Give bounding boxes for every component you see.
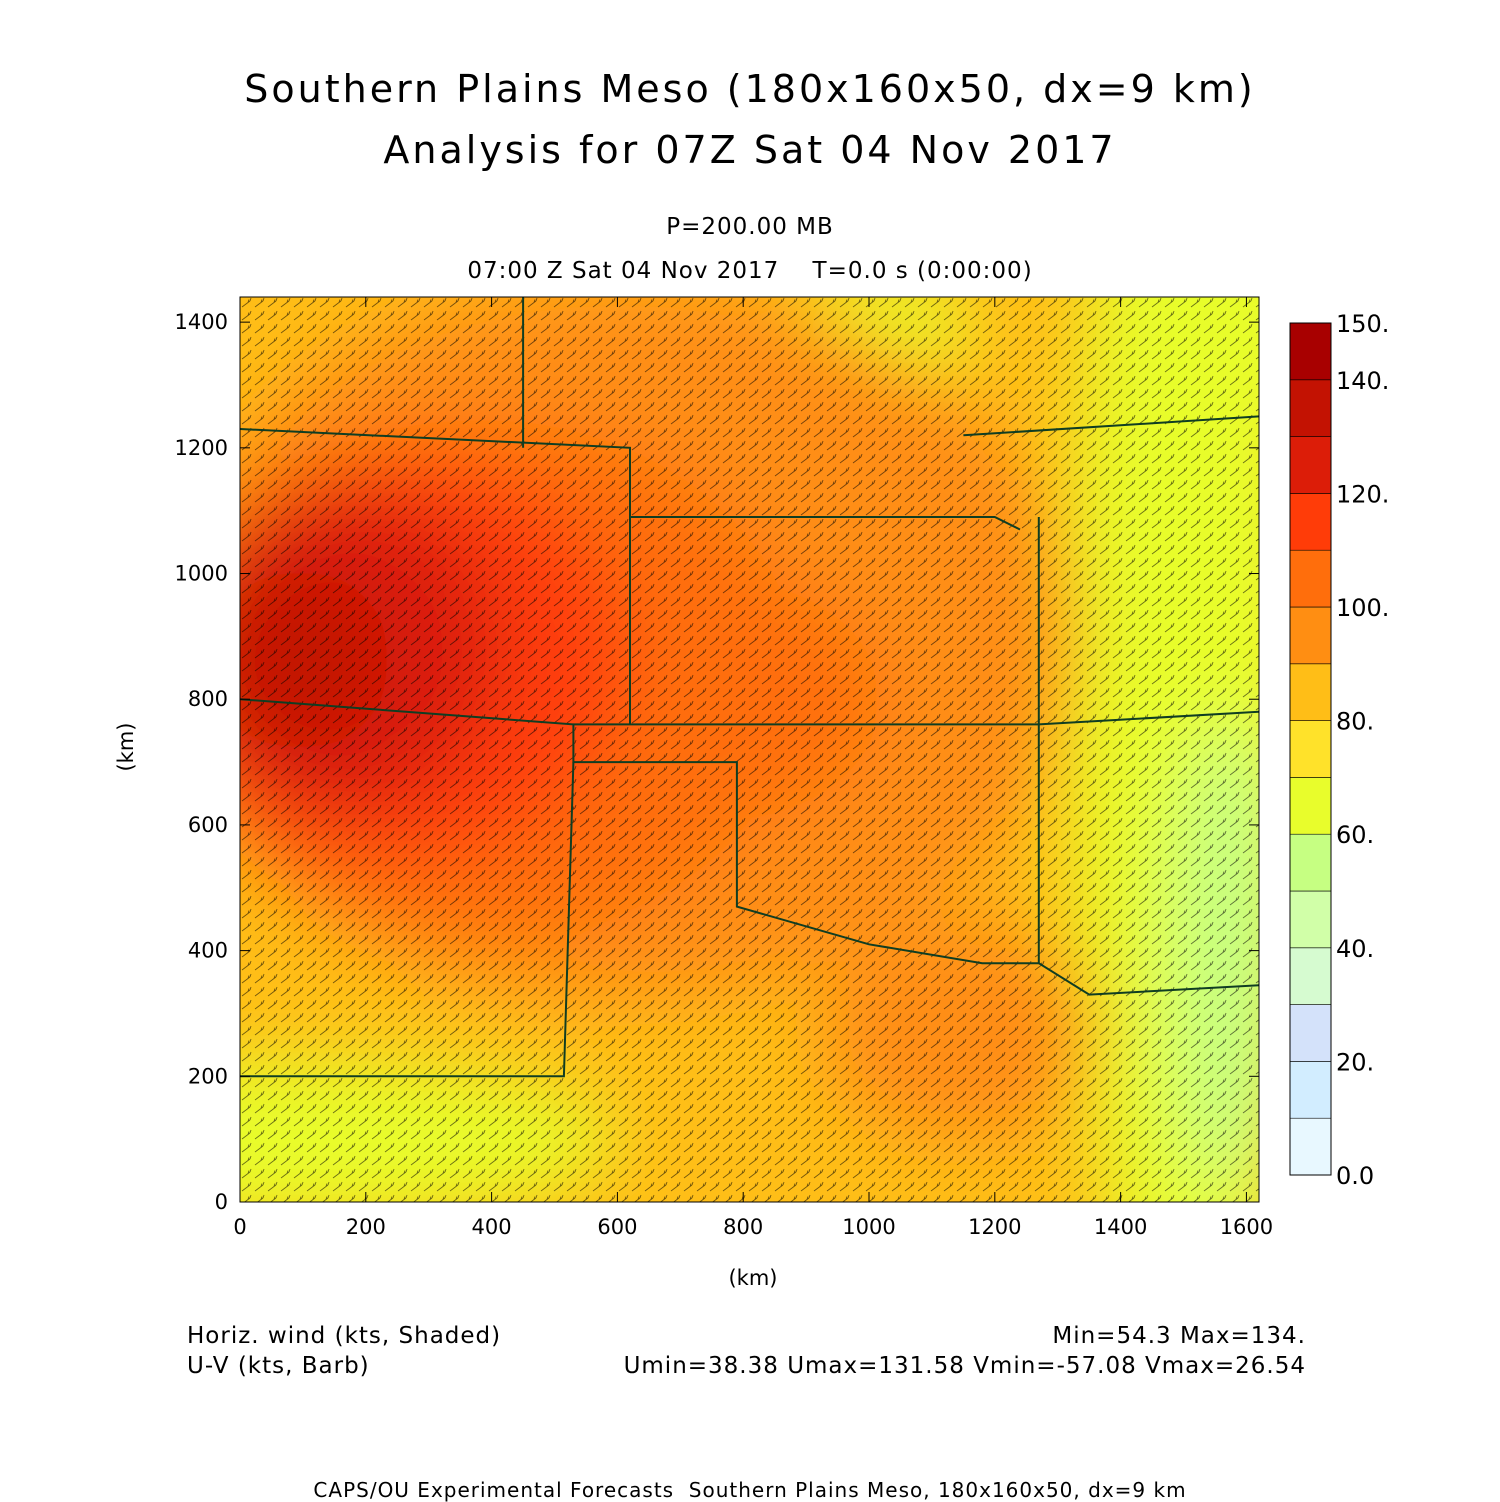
y-tick-label: 600 [188, 813, 228, 837]
y-tick-label: 1400 [175, 310, 228, 334]
colorbar-bin [1289, 436, 1332, 494]
state-boundary-6 [1038, 710, 1259, 726]
colorbar-bin [1289, 1061, 1332, 1119]
colorbar-bin [1289, 1004, 1332, 1062]
colorbar-bin [1289, 322, 1332, 381]
y-axis-label: (km) [114, 722, 138, 771]
y-tick-label: 0 [215, 1190, 228, 1214]
colorbar-bin [1289, 663, 1332, 721]
colorbar-label: 0.0 [1336, 1162, 1374, 1190]
barb-field-label: U-V (kts, Barb) [187, 1353, 370, 1379]
x-tick-label: 0 [233, 1215, 246, 1239]
y-tick-label: 1000 [175, 562, 228, 586]
colorbar [1289, 322, 1332, 1176]
x-tick-label: 200 [346, 1215, 386, 1239]
colorbar-bin [1289, 549, 1332, 608]
map-title-line-2: Analysis for 07Z Sat 04 Nov 2017 [383, 128, 1117, 172]
state-boundary-1 [240, 698, 1039, 965]
map-title-line-1: Southern Plains Meso (180x160x50, dx=9 k… [244, 67, 1256, 111]
state-boundary-5 [240, 762, 575, 1078]
colorbar-label: 150. [1336, 310, 1389, 338]
colorbar-bin [1289, 947, 1332, 1005]
colorbar-bin [1289, 833, 1332, 892]
x-axis-label: (km) [728, 1266, 777, 1290]
colorbar-label: 60. [1336, 821, 1374, 849]
credits-line: CAPS/OU Experimental Forecasts Southern … [313, 1478, 1187, 1502]
plot-frame [239, 296, 1260, 1203]
x-tick-label: 1600 [1220, 1215, 1273, 1239]
pressure-level: P=200.00 MB [666, 214, 834, 240]
state-boundary-8 [963, 415, 1259, 437]
x-tick-label: 600 [597, 1215, 637, 1239]
state-boundary-4 [1037, 517, 1259, 996]
x-tick-label: 1200 [968, 1215, 1021, 1239]
colorbar-label: 120. [1336, 480, 1389, 508]
speed-min-max: Min=54.3 Max=134. [1052, 1323, 1306, 1349]
colorbar-bin [1289, 720, 1332, 778]
plot-area [240, 297, 1259, 1202]
wind-barbs [240, 297, 1259, 1202]
colorbar-frame [1289, 322, 1332, 1176]
x-tick-label: 800 [723, 1215, 763, 1239]
colorbar-labels: 0.0 20. 40. 60. 80. 100. 120. 140. 150. [1336, 310, 1389, 1190]
colorbar-label: 140. [1336, 367, 1389, 395]
colorbar-bin [1289, 777, 1332, 835]
colorbar-bin [1289, 606, 1332, 665]
y-tick-label: 200 [188, 1064, 228, 1088]
y-tick-label: 1200 [175, 436, 228, 460]
y-axis-ticks: 0 200 400 600 800 1000 1200 1400 [175, 310, 1259, 1214]
x-axis-ticks: 0 200 400 600 800 1000 1200 1400 1600 [233, 297, 1273, 1239]
valid-time: 07:00 Z Sat 04 Nov 2017 T=0.0 s (0:00:00… [467, 258, 1033, 284]
uv-min-max: Umin=38.38 Umax=131.58 Vmin=-57.08 Vmax=… [623, 1353, 1306, 1379]
y-tick-label: 800 [188, 687, 228, 711]
colorbar-label: 80. [1336, 708, 1374, 736]
x-tick-label: 1400 [1094, 1215, 1147, 1239]
state-boundaries [240, 297, 1259, 1078]
colorbar-label: 100. [1336, 594, 1389, 622]
colorbar-bin [1289, 379, 1332, 437]
shaded-field-label: Horiz. wind (kts, Shaded) [187, 1323, 502, 1349]
colorbar-bin [1289, 890, 1332, 949]
x-tick-label: 400 [472, 1215, 512, 1239]
colorbar-label: 20. [1336, 1048, 1374, 1076]
colorbar-label: 40. [1336, 935, 1374, 963]
y-tick-label: 400 [188, 939, 228, 963]
x-tick-label: 1000 [842, 1215, 895, 1239]
colorbar-bin [1289, 1117, 1332, 1176]
colorbar-bin [1289, 493, 1332, 551]
